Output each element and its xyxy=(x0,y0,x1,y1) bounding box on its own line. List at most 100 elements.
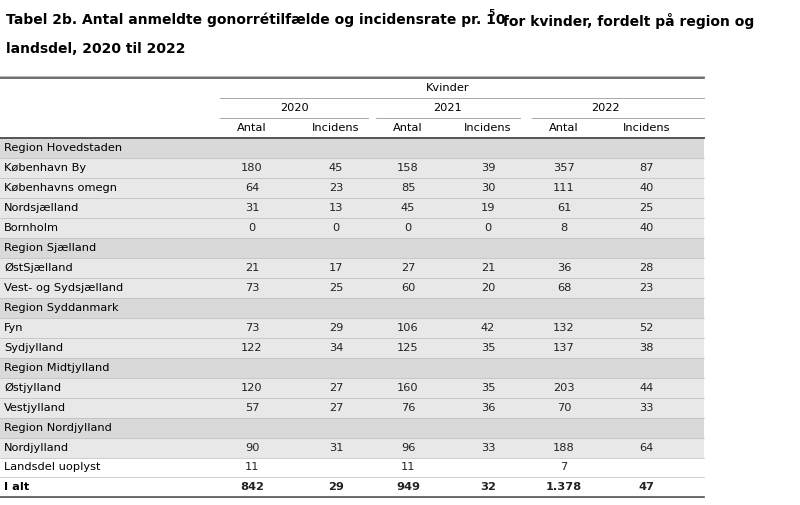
Text: 842: 842 xyxy=(240,482,264,492)
Text: 132: 132 xyxy=(553,323,575,333)
Bar xyxy=(0,98,704,118)
Bar xyxy=(0,218,704,238)
Text: 21: 21 xyxy=(481,263,495,273)
Bar xyxy=(0,437,704,458)
Text: Antal: Antal xyxy=(549,123,579,133)
Text: 31: 31 xyxy=(329,442,343,452)
Text: 137: 137 xyxy=(553,343,575,352)
Text: 29: 29 xyxy=(328,482,344,492)
Text: Region Syddanmark: Region Syddanmark xyxy=(4,303,118,313)
Text: 47: 47 xyxy=(638,482,654,492)
Text: Incidens: Incidens xyxy=(312,123,360,133)
Text: 64: 64 xyxy=(245,183,259,193)
Text: Københavns omegn: Københavns omegn xyxy=(4,183,117,193)
Text: Nordsjælland: Nordsjælland xyxy=(4,203,79,213)
Bar xyxy=(0,158,704,178)
Text: 2021: 2021 xyxy=(434,103,462,113)
Text: 45: 45 xyxy=(329,163,343,173)
Text: 33: 33 xyxy=(481,442,495,452)
Text: 13: 13 xyxy=(329,203,343,213)
Text: for kvinder, fordelt på region og: for kvinder, fordelt på region og xyxy=(498,13,754,29)
Text: 25: 25 xyxy=(639,203,654,213)
Text: 19: 19 xyxy=(481,203,495,213)
Text: 949: 949 xyxy=(396,482,420,492)
Text: 11: 11 xyxy=(401,463,415,473)
Bar xyxy=(0,178,704,198)
Text: 17: 17 xyxy=(329,263,343,273)
Text: Sydjylland: Sydjylland xyxy=(4,343,63,352)
Bar xyxy=(0,298,704,318)
Text: 31: 31 xyxy=(245,203,259,213)
Text: 180: 180 xyxy=(241,163,263,173)
Text: 27: 27 xyxy=(329,383,343,393)
Bar xyxy=(0,318,704,338)
Text: 35: 35 xyxy=(481,383,495,393)
Text: 122: 122 xyxy=(242,343,262,352)
Text: 45: 45 xyxy=(401,203,415,213)
Text: 42: 42 xyxy=(481,323,495,333)
Text: 23: 23 xyxy=(639,283,654,293)
Bar xyxy=(0,198,704,218)
Text: Antal: Antal xyxy=(237,123,267,133)
Text: Antal: Antal xyxy=(393,123,423,133)
Text: Incidens: Incidens xyxy=(622,123,670,133)
Text: 44: 44 xyxy=(639,383,654,393)
Text: 2022: 2022 xyxy=(591,103,620,113)
Text: 85: 85 xyxy=(401,183,415,193)
Text: 96: 96 xyxy=(401,442,415,452)
Text: 357: 357 xyxy=(553,163,575,173)
Text: 0: 0 xyxy=(332,223,340,233)
Bar xyxy=(0,78,704,98)
Text: 111: 111 xyxy=(553,183,575,193)
Text: Region Hovedstaden: Region Hovedstaden xyxy=(4,143,122,153)
Text: Kvinder: Kvinder xyxy=(426,83,470,93)
Text: 52: 52 xyxy=(639,323,654,333)
Text: 125: 125 xyxy=(397,343,419,352)
Text: 21: 21 xyxy=(245,263,259,273)
Text: 27: 27 xyxy=(329,402,343,413)
Text: 87: 87 xyxy=(639,163,654,173)
Text: 25: 25 xyxy=(329,283,343,293)
Bar xyxy=(0,338,704,358)
Text: 33: 33 xyxy=(639,402,654,413)
Text: 73: 73 xyxy=(245,323,259,333)
Text: Fyn: Fyn xyxy=(4,323,23,333)
Text: Incidens: Incidens xyxy=(464,123,512,133)
Text: 73: 73 xyxy=(245,283,259,293)
Text: 158: 158 xyxy=(397,163,419,173)
Text: 60: 60 xyxy=(401,283,415,293)
Text: Landsdel uoplyst: Landsdel uoplyst xyxy=(4,463,101,473)
Text: 57: 57 xyxy=(245,402,259,413)
Text: 39: 39 xyxy=(481,163,495,173)
Text: 38: 38 xyxy=(639,343,654,352)
Bar xyxy=(0,397,704,418)
Text: 28: 28 xyxy=(639,263,654,273)
Bar xyxy=(0,238,704,258)
Text: 76: 76 xyxy=(401,402,415,413)
Text: 90: 90 xyxy=(245,442,259,452)
Text: Østjylland: Østjylland xyxy=(4,383,61,393)
Bar xyxy=(0,477,704,497)
Bar xyxy=(0,118,704,138)
Bar xyxy=(0,458,704,477)
Bar xyxy=(0,418,704,437)
Text: 1.378: 1.378 xyxy=(546,482,582,492)
Text: landsdel, 2020 til 2022: landsdel, 2020 til 2022 xyxy=(6,42,186,56)
Text: 30: 30 xyxy=(481,183,495,193)
Text: Vest- og Sydsjælland: Vest- og Sydsjælland xyxy=(4,283,123,293)
Bar xyxy=(0,378,704,397)
Text: 40: 40 xyxy=(639,223,654,233)
Text: 32: 32 xyxy=(480,482,496,492)
Text: 64: 64 xyxy=(639,442,654,452)
Bar xyxy=(0,138,704,158)
Text: 0: 0 xyxy=(248,223,256,233)
Text: Bornholm: Bornholm xyxy=(4,223,59,233)
Text: Region Nordjylland: Region Nordjylland xyxy=(4,423,112,433)
Text: 40: 40 xyxy=(639,183,654,193)
Text: 70: 70 xyxy=(557,402,571,413)
Text: I alt: I alt xyxy=(4,482,30,492)
Text: 68: 68 xyxy=(557,283,571,293)
Text: 2020: 2020 xyxy=(280,103,309,113)
Text: Region Sjælland: Region Sjælland xyxy=(4,243,96,253)
Bar xyxy=(0,278,704,298)
